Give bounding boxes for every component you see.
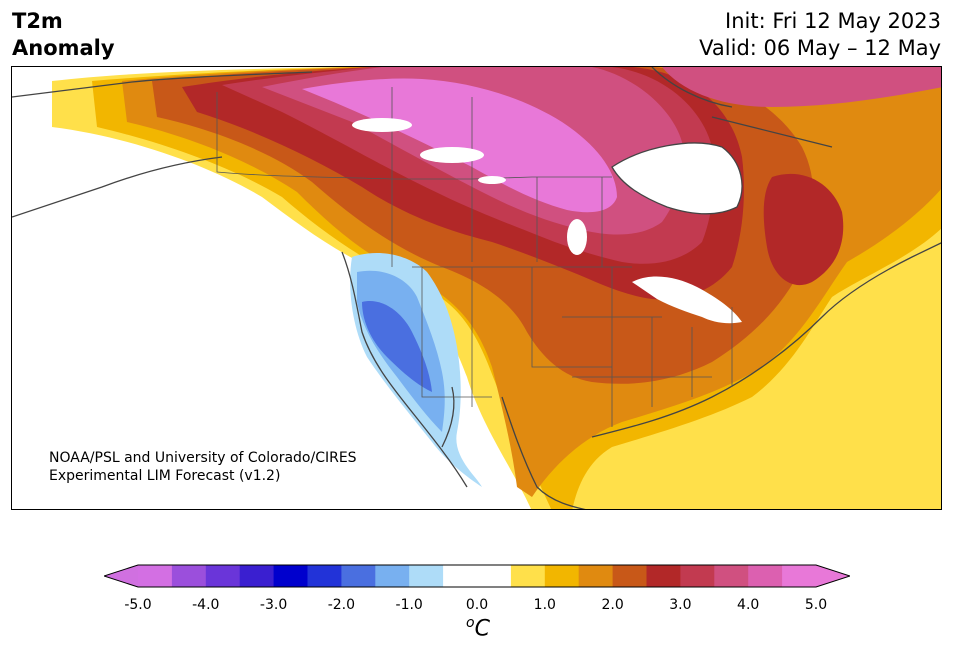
colorbar-over-arrow (816, 565, 850, 587)
colorbar-tick-label: -3.0 (259, 597, 288, 613)
colorbar-tick-label: 0.0 (465, 597, 489, 613)
colorbar-tick-label: 1.0 (533, 597, 556, 613)
colorbar-segment (782, 565, 817, 587)
colorbar-segment (205, 565, 241, 587)
valid-range: Valid: 06 May – 12 May (699, 36, 941, 60)
unit-degree: o (466, 615, 475, 631)
canada-lakes (352, 118, 587, 255)
colorbar-segment (612, 565, 647, 587)
colorbar-tick-label: 5.0 (804, 597, 828, 613)
colorbar-segment (239, 565, 275, 587)
map-canvas (12, 67, 941, 509)
colorbar-segment (273, 565, 308, 587)
colorbar-segment (510, 565, 546, 587)
colorbar-tick-label: -1.0 (395, 597, 423, 613)
anomaly-band-5c (302, 78, 617, 213)
colorbar-segment (714, 565, 749, 587)
unit-letter: C (474, 616, 490, 642)
colorbar-segment (443, 565, 478, 587)
colorbar-svg (102, 564, 852, 588)
colorbar (102, 563, 852, 593)
credit-text: NOAA/PSL and University of Colorado/CIRE… (49, 449, 357, 485)
init-date: Init: Fri 12 May 2023 (725, 9, 941, 33)
colorbar-segment (409, 565, 444, 587)
anomaly-band-neg-2c (362, 301, 432, 392)
borders (216, 87, 733, 427)
colorbar-tick-label: -4.0 (192, 597, 220, 613)
forecast-dates: Init: Fri 12 May 2023 Valid: 06 May – 12… (699, 8, 941, 62)
colorbar-segment (171, 565, 207, 587)
colorbar-segment (578, 565, 614, 587)
colorbar-segment (544, 565, 580, 587)
map-title: T2m Anomaly (12, 8, 115, 62)
colorbar-segment (477, 565, 512, 587)
great-lakes (632, 276, 742, 324)
title-line-2: Anomaly (12, 36, 115, 60)
colorbar-segment (341, 565, 376, 587)
colorbar-segment (646, 565, 681, 587)
colorbar-tick-label: -5.0 (124, 597, 152, 613)
colorbar-segment (748, 565, 783, 587)
colorbar-tick-label: -2.0 (327, 597, 356, 613)
colorbar-segment (680, 565, 715, 587)
colorbar-tick-label: 3.0 (669, 597, 692, 613)
colorbar-unit: oC (466, 615, 490, 641)
colorbar-tick-label: 2.0 (601, 597, 624, 613)
colorbar-segment (138, 565, 173, 587)
title-line-1: T2m (12, 9, 63, 33)
anomaly-map (11, 66, 942, 510)
coastline (12, 67, 941, 509)
credit-line-1: NOAA/PSL and University of Colorado/CIRE… (49, 450, 357, 466)
colorbar-under-arrow (104, 565, 138, 587)
credit-line-2: Experimental LIM Forecast (v1.2) (49, 468, 281, 484)
colorbar-segment (307, 565, 342, 587)
colorbar-segment (375, 565, 410, 587)
colorbar-ticks: -5.0 -4.0 -3.0 -2.0 -1.0 0.0 1.0 2.0 3.0 4.0 5.0 (0, 597, 953, 617)
colorbar-tick-label: 4.0 (737, 597, 760, 613)
